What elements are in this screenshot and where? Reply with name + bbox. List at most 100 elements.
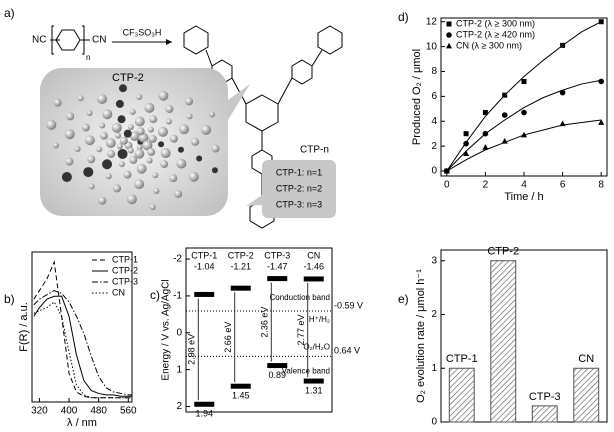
atom (129, 156, 138, 165)
atom (100, 131, 109, 140)
x-axis-label: λ / nm (67, 417, 97, 429)
atom (127, 123, 134, 130)
y-tick-label: 0 (431, 166, 437, 177)
bar (448, 367, 475, 423)
band-name: Valence band (282, 367, 330, 376)
y-tick-label: 6 (431, 91, 437, 102)
x-tick-label: 8 (598, 180, 604, 191)
legend-label: CTP-2 (λ ≥ 300 nm) (456, 18, 535, 28)
atom (186, 113, 193, 120)
point (560, 42, 566, 48)
legend-marker (446, 42, 452, 49)
atom (177, 146, 184, 153)
valence-value: 1.94 (195, 409, 213, 419)
atom (102, 109, 113, 120)
atom (169, 134, 178, 143)
atom (136, 127, 145, 136)
atom (113, 184, 122, 193)
atom (83, 167, 94, 178)
x-tick-label: 320 (31, 406, 48, 417)
point (443, 167, 450, 174)
reference-name: O₂/H₂O (303, 342, 330, 351)
point (521, 131, 527, 138)
bar-label: CTP-2 (487, 246, 519, 258)
x-tick-label: 480 (90, 406, 107, 417)
atom (165, 105, 174, 114)
y-tick-label: 3 (431, 255, 437, 266)
atom (46, 119, 57, 130)
atom (176, 158, 187, 169)
conduction-band (267, 276, 288, 282)
atom (152, 172, 159, 179)
plot-frame (185, 247, 333, 413)
x-tick-label: 4 (521, 180, 527, 191)
reagent-right: CN (92, 35, 106, 46)
point (482, 144, 489, 150)
y-tick-label: 8 (431, 66, 437, 77)
point (463, 150, 470, 157)
category-label: CTP-1 (191, 250, 217, 260)
model-bubble (40, 68, 228, 216)
atom (136, 94, 143, 101)
atom (158, 141, 165, 148)
atom (157, 126, 168, 137)
y-axis-label: Energy / V vs. Ag/AgCl (161, 279, 172, 380)
atom (87, 155, 96, 164)
atom (105, 137, 116, 148)
valence-band (267, 363, 288, 369)
x-tick-label: 560 (120, 406, 137, 417)
conduction-band (303, 276, 324, 282)
x-tick-label: 0 (444, 180, 450, 191)
atom (61, 172, 72, 183)
fit-line (446, 79, 602, 172)
legend-label: CTP-2 (112, 265, 138, 275)
legend-label: CTP-3 (112, 276, 138, 286)
atom (209, 111, 216, 118)
atom (174, 189, 183, 198)
atom (117, 115, 126, 124)
line (33, 301, 132, 399)
product-label: CTP-n (300, 145, 329, 156)
bubble-label: CTP-2 (112, 72, 144, 84)
y-tick-label: 1 (431, 363, 437, 374)
panel-label: c) (150, 288, 160, 302)
atom (179, 124, 190, 135)
plot-frame (440, 249, 608, 423)
conduction-value: -1.46 (303, 261, 324, 271)
atom (188, 171, 199, 182)
y-tick-label: 0 (431, 417, 437, 428)
y-tick-label: 2 (176, 401, 182, 412)
fit-line (446, 21, 602, 172)
category-label: CTP-2 (228, 250, 254, 260)
panel-a: a) NC n CN CF₃SO₃H CTP-n CTP-2 CTP-1: n=… (4, 6, 343, 229)
valence-value: 1.45 (232, 391, 250, 401)
conduction-value: -1.04 (194, 261, 215, 271)
atom (134, 116, 145, 127)
point (482, 130, 489, 137)
molecular-model (46, 84, 220, 211)
band-name: Conduction band (270, 293, 331, 302)
atom (127, 147, 134, 154)
point (559, 89, 566, 96)
point (502, 92, 508, 98)
category-label: CTP-3 (264, 250, 290, 260)
conduction-value: -1.47 (267, 261, 288, 271)
atom (211, 144, 220, 153)
atom (149, 204, 156, 211)
atom (74, 146, 81, 153)
legend-label: CN (λ ≥ 300 nm) (456, 40, 522, 50)
x-tick-label: 2 (483, 180, 489, 191)
list-item: CTP-2: n=2 (276, 183, 322, 193)
point (463, 140, 469, 147)
atom (97, 93, 108, 104)
atom (153, 187, 160, 194)
plot-frame (31, 251, 133, 403)
atom (160, 160, 169, 169)
atom (65, 157, 74, 166)
point (598, 19, 604, 25)
atom (196, 155, 203, 162)
point (521, 109, 527, 116)
y-tick-label: 1 (176, 364, 182, 375)
atom (118, 84, 127, 93)
